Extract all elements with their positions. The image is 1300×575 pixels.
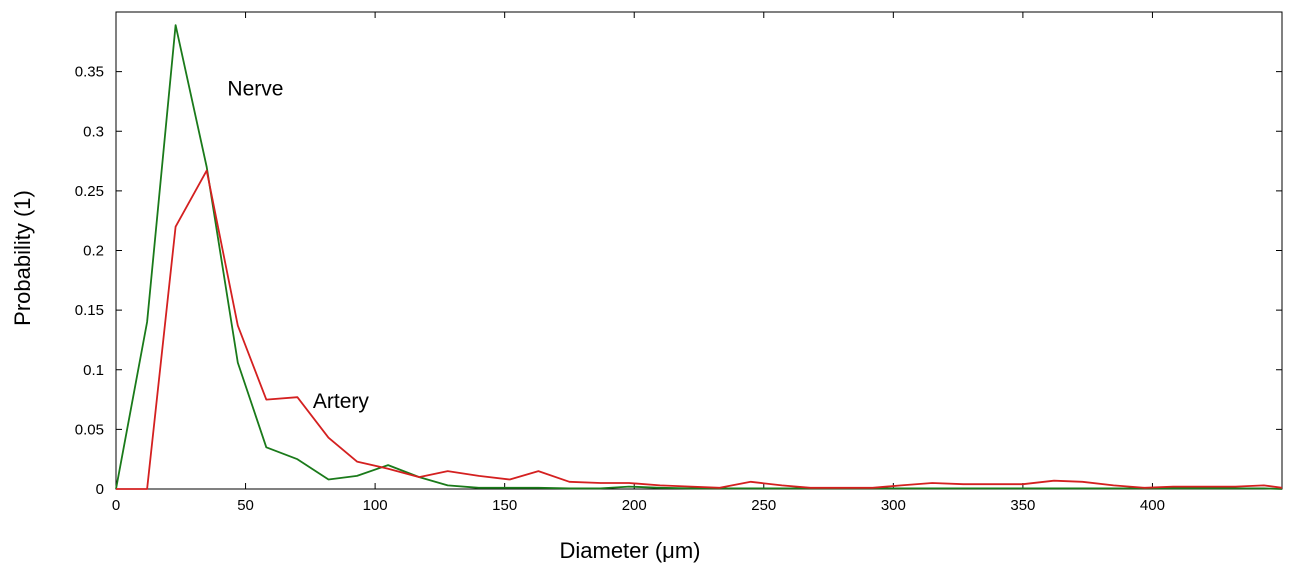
x-tick-label: 300 — [881, 497, 906, 514]
x-axis-title: Diameter (μm) — [559, 538, 700, 563]
annotation-artery: Artery — [313, 390, 370, 413]
x-tick-label: 400 — [1140, 497, 1165, 514]
series-layer — [115, 24, 1283, 490]
series-line-artery — [116, 169, 1283, 490]
x-tick-label: 50 — [237, 497, 254, 514]
y-tick-label: 0.05 — [75, 421, 104, 438]
plot-area — [115, 11, 1283, 490]
x-axis: 0 50 100 150 200 250 300 350 400 — [112, 12, 1165, 514]
x-tick-label: 250 — [751, 497, 776, 514]
y-tick-label: 0 — [96, 481, 104, 498]
y-tick-label: 0.2 — [83, 243, 104, 260]
x-tick-label: 200 — [622, 497, 647, 514]
x-tick-label: 100 — [363, 497, 388, 514]
y-axis-title: Probability (1) — [10, 190, 35, 326]
plot-frame — [115, 11, 1283, 490]
y-axis: 0 0.05 0.1 0.15 0.2 0.25 0.3 0.35 — [75, 64, 1282, 498]
annotation-layer: Nerve Artery — [227, 77, 369, 412]
y-tick-label: 0.1 — [83, 362, 104, 379]
y-tick-label: 0.25 — [75, 183, 104, 200]
x-tick-label: 0 — [112, 497, 120, 514]
x-tick-label: 150 — [492, 497, 517, 514]
annotation-nerve: Nerve — [227, 77, 283, 100]
series-line-nerve — [115, 24, 1283, 490]
y-tick-label: 0.15 — [75, 302, 104, 319]
y-tick-label: 0.35 — [75, 64, 104, 81]
x-tick-label: 350 — [1010, 497, 1035, 514]
y-tick-label: 0.3 — [83, 123, 104, 140]
